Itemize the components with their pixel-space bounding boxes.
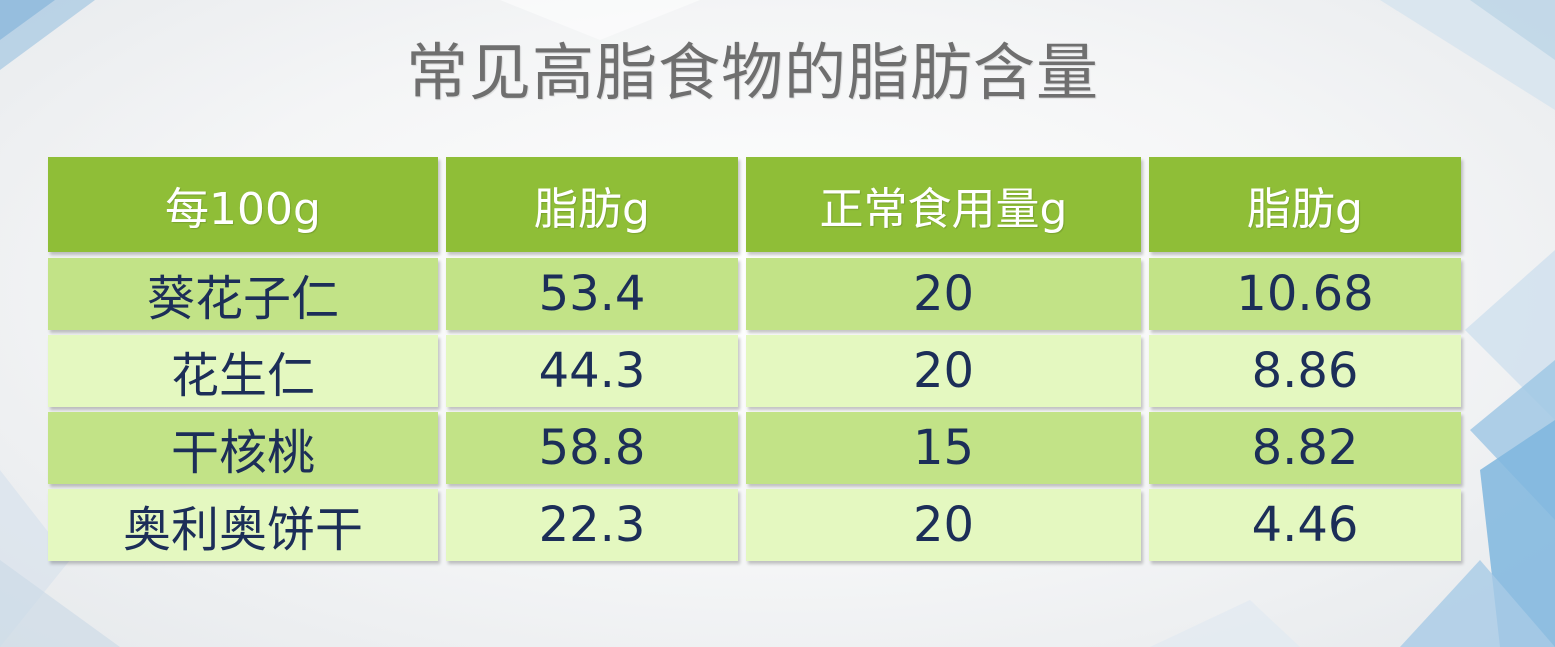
cell-serving-size: 20 — [746, 489, 1141, 561]
cell-serving-size: 15 — [746, 412, 1141, 484]
cell-fat-per-serving: 10.68 — [1149, 258, 1461, 330]
header-fat-per-serving: 脂肪g — [1149, 157, 1461, 252]
cell-serving-size: 20 — [746, 258, 1141, 330]
slide-title: 常见高脂食物的脂肪含量 — [405, 36, 1099, 109]
cell-fat-per-100g: 58.8 — [446, 412, 738, 484]
cell-fat-per-100g: 44.3 — [446, 335, 738, 407]
cell-fat-per-100g: 53.4 — [446, 258, 738, 330]
fat-content-table: 每100g 脂肪g 正常食用量g 脂肪g 葵花子仁 53.4 20 10.68 … — [48, 157, 1461, 561]
cell-serving-size: 20 — [746, 335, 1141, 407]
cell-food-name: 葵花子仁 — [48, 258, 438, 330]
cell-food-name: 干核桃 — [48, 412, 438, 484]
header-fat-per-100g: 脂肪g — [446, 157, 738, 252]
cell-fat-per-serving: 4.46 — [1149, 489, 1461, 561]
cell-fat-per-serving: 8.86 — [1149, 335, 1461, 407]
cell-fat-per-100g: 22.3 — [446, 489, 738, 561]
header-food: 每100g — [48, 157, 438, 252]
header-normal-serving: 正常食用量g — [746, 157, 1141, 252]
cell-food-name: 奥利奥饼干 — [48, 489, 438, 561]
cell-fat-per-serving: 8.82 — [1149, 412, 1461, 484]
cell-food-name: 花生仁 — [48, 335, 438, 407]
